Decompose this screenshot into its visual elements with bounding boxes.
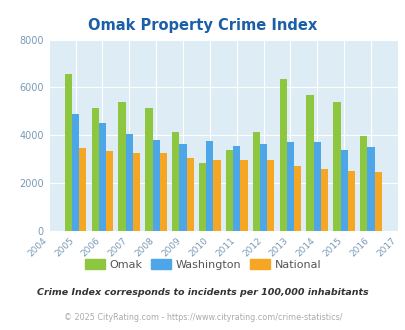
Bar bbox=[213, 160, 220, 231]
Bar bbox=[98, 123, 106, 231]
Bar bbox=[179, 144, 186, 231]
Bar bbox=[333, 102, 340, 231]
Bar bbox=[132, 153, 140, 231]
Bar bbox=[286, 143, 293, 231]
Bar bbox=[340, 150, 347, 231]
Bar bbox=[79, 148, 86, 231]
Bar bbox=[225, 150, 232, 231]
Bar bbox=[198, 163, 206, 231]
Bar bbox=[152, 140, 160, 231]
Bar bbox=[320, 169, 327, 231]
Bar bbox=[306, 95, 313, 231]
Bar bbox=[266, 160, 274, 231]
Bar bbox=[160, 153, 166, 231]
Text: Omak Property Crime Index: Omak Property Crime Index bbox=[88, 18, 317, 33]
Bar bbox=[359, 137, 367, 231]
Bar bbox=[374, 172, 381, 231]
Bar bbox=[259, 144, 266, 231]
Bar bbox=[186, 158, 194, 231]
Bar bbox=[206, 141, 213, 231]
Bar bbox=[232, 146, 240, 231]
Legend: Omak, Washington, National: Omak, Washington, National bbox=[80, 255, 325, 274]
Bar bbox=[293, 166, 301, 231]
Bar bbox=[240, 160, 247, 231]
Bar bbox=[72, 114, 79, 231]
Bar bbox=[106, 151, 113, 231]
Bar bbox=[279, 79, 286, 231]
Bar bbox=[367, 147, 374, 231]
Bar bbox=[145, 108, 152, 231]
Bar bbox=[92, 108, 98, 231]
Bar bbox=[252, 132, 259, 231]
Text: © 2025 CityRating.com - https://www.cityrating.com/crime-statistics/: © 2025 CityRating.com - https://www.city… bbox=[64, 313, 341, 322]
Bar bbox=[64, 74, 72, 231]
Bar bbox=[172, 132, 179, 231]
Text: Crime Index corresponds to incidents per 100,000 inhabitants: Crime Index corresponds to incidents per… bbox=[37, 287, 368, 297]
Bar bbox=[347, 171, 354, 231]
Bar bbox=[126, 134, 132, 231]
Bar bbox=[313, 143, 320, 231]
Bar bbox=[118, 102, 126, 231]
